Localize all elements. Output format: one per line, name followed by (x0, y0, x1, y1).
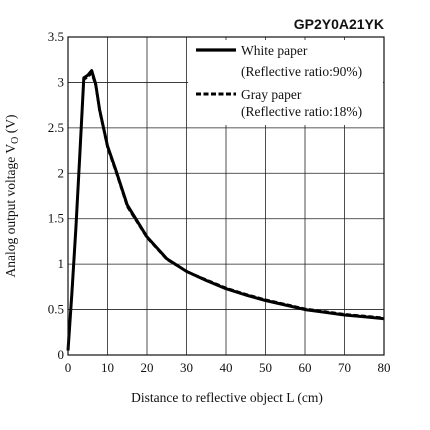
x-tick-label: 40 (220, 360, 233, 375)
legend-label: White paper (241, 43, 308, 58)
x-tick-label: 80 (378, 360, 391, 375)
y-tick-label: 2.5 (48, 120, 64, 135)
legend-background (188, 40, 383, 125)
y-axis-title: Analog output voltage VO (V) (3, 115, 21, 278)
x-tick-label: 10 (101, 360, 114, 375)
y-tick-label: 3 (58, 74, 65, 89)
y-tick-label: 1 (58, 256, 65, 271)
legend: White paper (Reflective ratio:90%) Gray pa… (188, 40, 383, 125)
y-tick-label: 1.5 (48, 211, 64, 226)
tick-labels: 0 10 20 30 40 50 60 70 80 0 0.5 1 1.5 2 2.5 3 3.5 (48, 29, 391, 375)
chart-title: GP2Y0A21YK (294, 16, 384, 32)
x-tick-label: 20 (141, 360, 154, 375)
legend-note: (Reflective ratio:90%) (241, 64, 362, 79)
gray-paper-series-line (66, 72, 385, 351)
y-tick-label: 3.5 (48, 29, 64, 44)
y-tick-label: 2 (58, 165, 65, 180)
plot-frame (67, 36, 385, 356)
legend-label: Gray paper (241, 87, 302, 102)
y-tick-label: 0 (58, 347, 65, 362)
x-tick-label: 30 (180, 360, 193, 375)
y-axis-title-main: Analog output voltage V (3, 144, 18, 278)
x-tick-label: 0 (65, 360, 72, 375)
x-tick-label: 70 (338, 360, 351, 375)
y-axis-title-unit: (V) (3, 115, 18, 137)
legend-note: (Reflective ratio:18%) (241, 104, 362, 119)
x-tick-label: 60 (299, 360, 312, 375)
x-axis-title: Distance to reflective object L (cm) (131, 390, 323, 405)
series-lines (66, 69, 385, 351)
x-tick-label: 50 (259, 360, 272, 375)
y-axis-title-subscript: O (10, 137, 21, 144)
y-tick-label: 0.5 (48, 302, 64, 317)
